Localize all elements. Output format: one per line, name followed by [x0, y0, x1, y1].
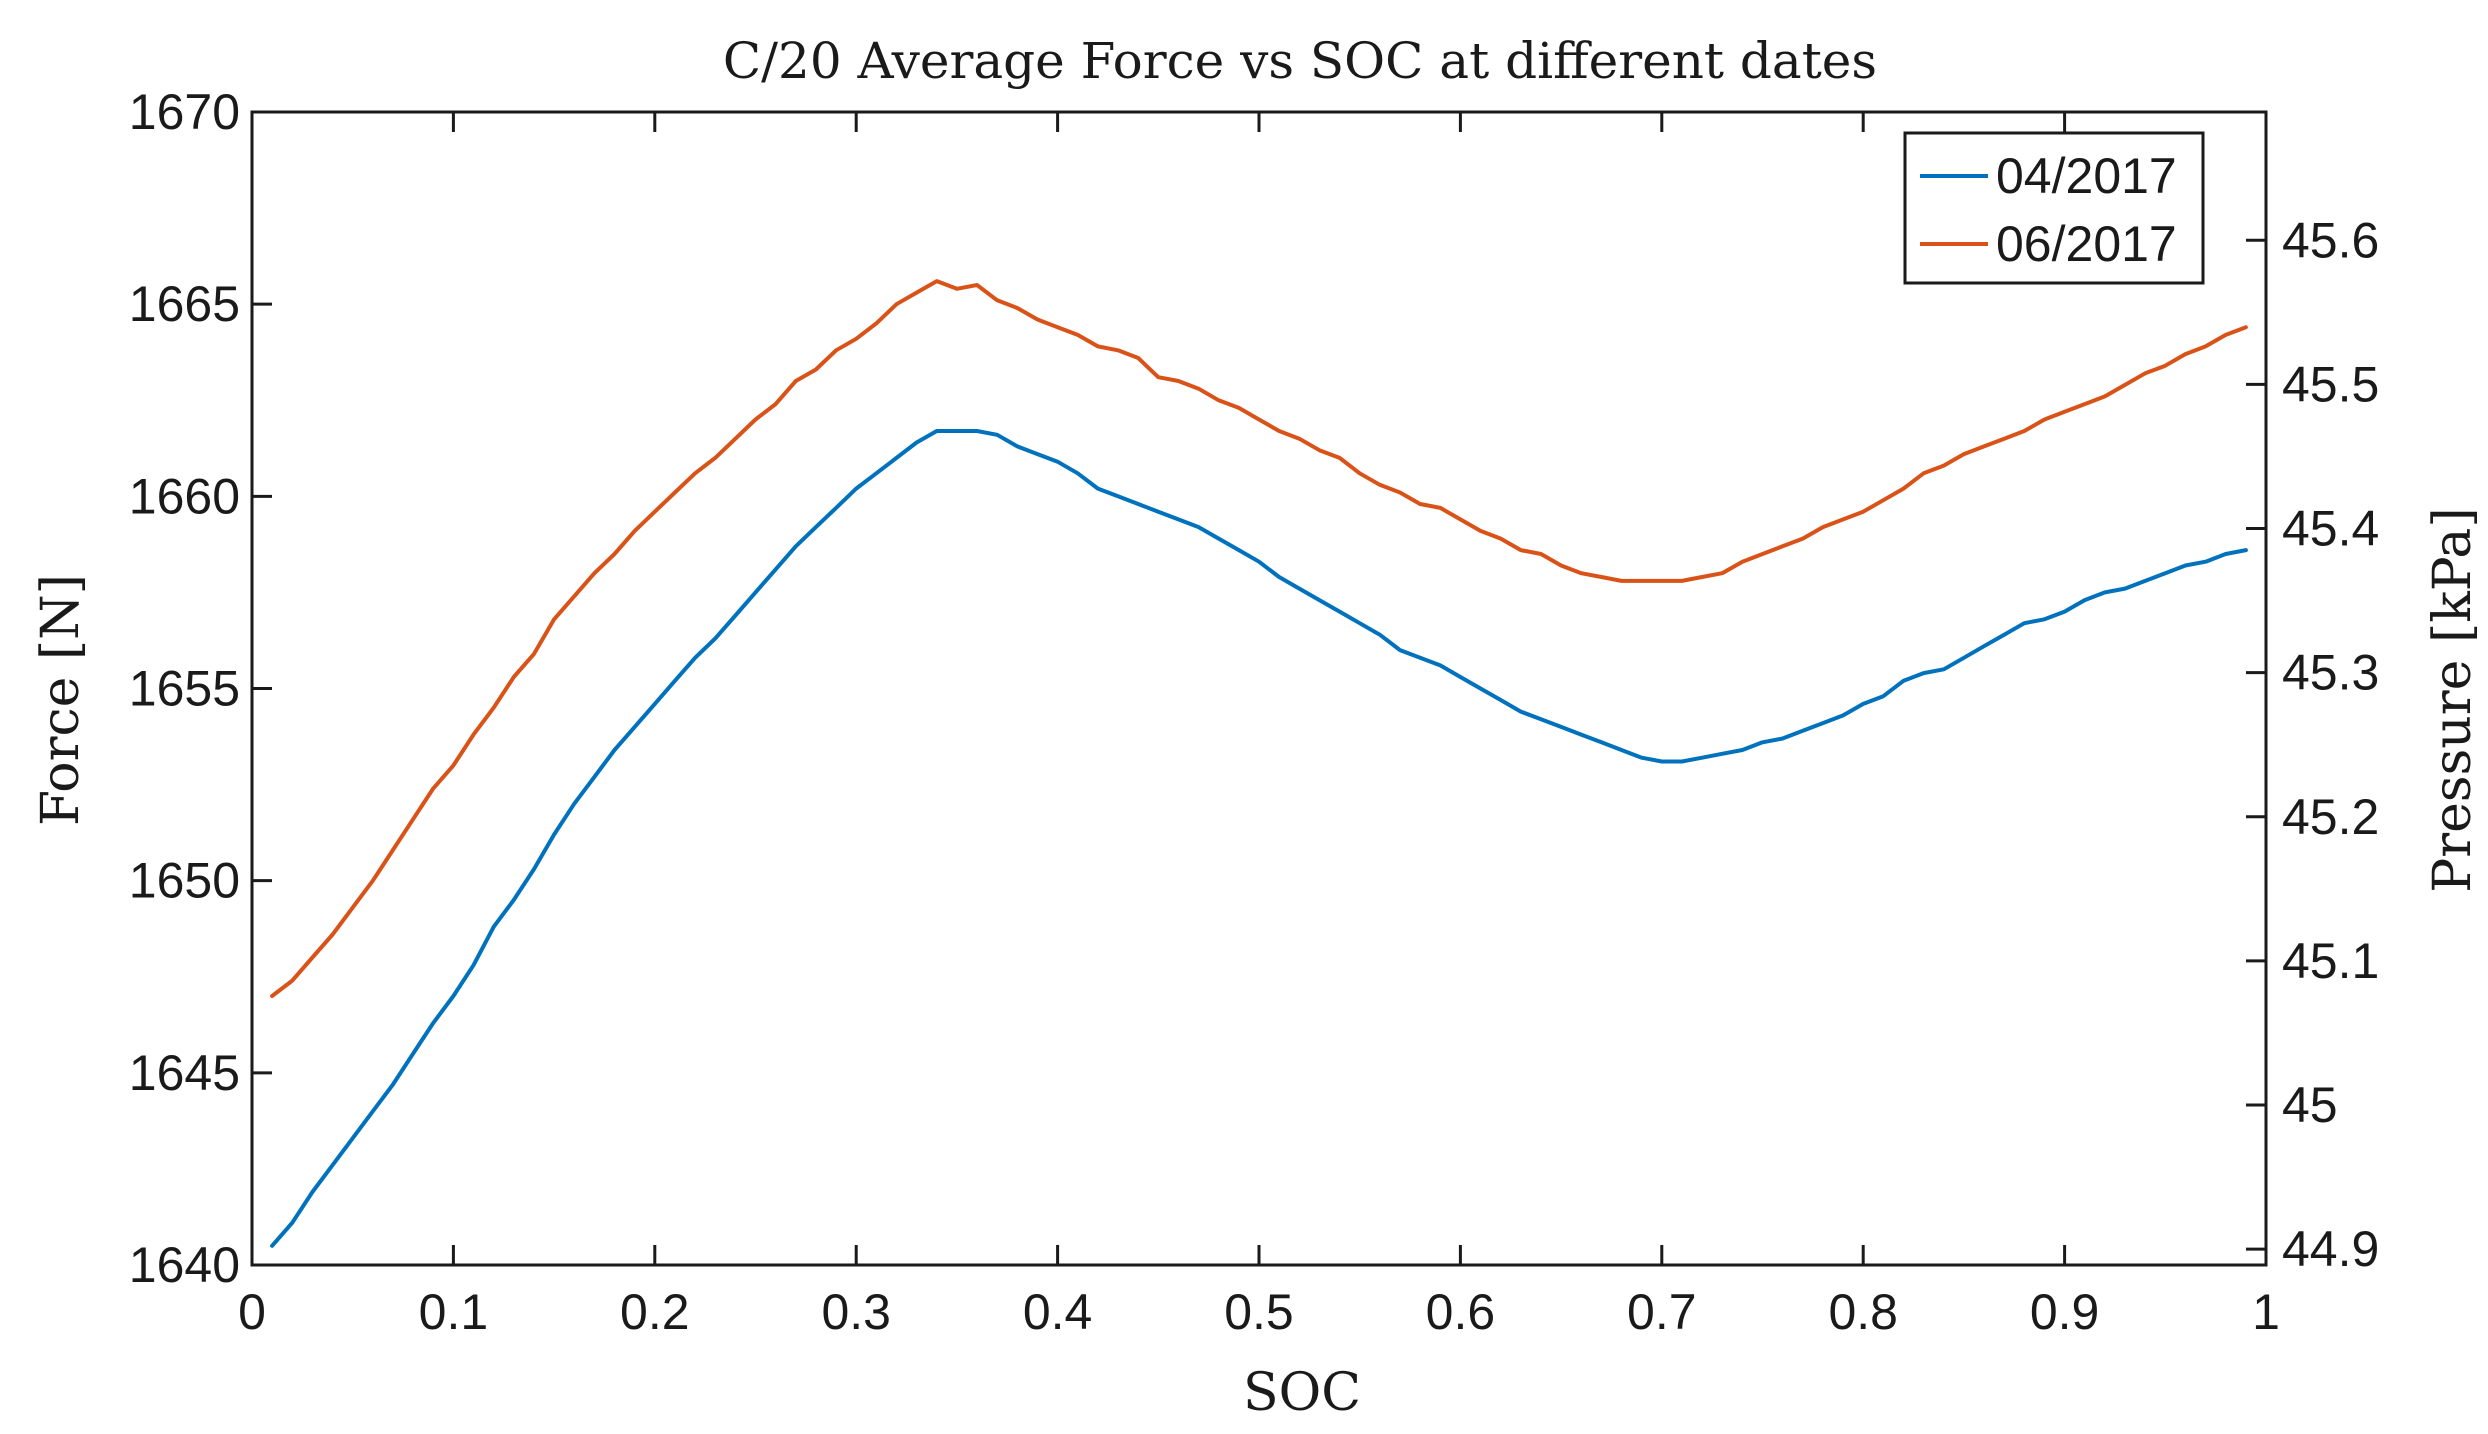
x-tick-label: 0.7	[1627, 1284, 1697, 1340]
x-tick-label: 0.3	[821, 1284, 891, 1340]
x-tick-label: 0.1	[419, 1284, 489, 1340]
y2-tick-label: 45.4	[2282, 501, 2379, 557]
legend-box	[1903, 131, 2205, 285]
x-axis-label: SOC	[1243, 1363, 1361, 1423]
x-tick-label: 0.2	[620, 1284, 690, 1340]
y2-tick-label: 45.2	[2282, 789, 2379, 845]
x-axis-ticks: 0 0.1 0.2 0.3 0.4 0.5 0.6 0.7 0.8 0.9 1	[238, 112, 2280, 1340]
x-tick-label: 0	[238, 1284, 266, 1340]
x-tick-label: 0.6	[1426, 1284, 1496, 1340]
legend-label-1: 04/2017	[1996, 148, 2177, 204]
x-tick-label: 0.5	[1224, 1284, 1294, 1340]
y-tick-label: 1655	[129, 661, 240, 717]
y-tick-label: 1665	[129, 276, 240, 332]
x-tick-label: 0.8	[1828, 1284, 1898, 1340]
legend: 04/2017 06/2017	[1903, 131, 2205, 285]
y2-tick-label: 45.3	[2282, 645, 2379, 701]
legend-label-2: 06/2017	[1996, 216, 2177, 272]
y2-tick-label: 45.5	[2282, 356, 2379, 412]
y-axis-ticks: 1640 1645 1650 1655 1660 1665 1670	[129, 84, 272, 1293]
y2-tick-label: 45.1	[2282, 933, 2379, 989]
x-tick-label: 1	[2252, 1284, 2280, 1340]
y-tick-label: 1670	[129, 84, 240, 140]
y-tick-label: 1660	[129, 468, 240, 524]
y2-tick-label: 45.6	[2282, 212, 2379, 268]
y-tick-label: 1640	[129, 1237, 240, 1293]
chart-title: C/20 Average Force vs SOC at different d…	[723, 32, 1877, 90]
series-line-1	[270, 429, 2248, 1248]
y-tick-label: 1650	[129, 853, 240, 909]
x-tick-label: 0.4	[1023, 1284, 1093, 1340]
y-axis-label: Force [N]	[31, 574, 91, 826]
series-line-2	[270, 279, 2248, 998]
x-tick-label: 0.9	[2030, 1284, 2100, 1340]
y2-axis-label: Pressure [kPa]	[2423, 507, 2483, 892]
y2-tick-label: 44.9	[2282, 1221, 2379, 1277]
y2-tick-label: 45	[2282, 1077, 2338, 1133]
series-layer	[270, 279, 2248, 1248]
y-tick-label: 1645	[129, 1045, 240, 1101]
y2-axis-ticks: 44.9 45 45.1 45.2 45.3 45.4 45.5 45.6	[2246, 212, 2379, 1277]
